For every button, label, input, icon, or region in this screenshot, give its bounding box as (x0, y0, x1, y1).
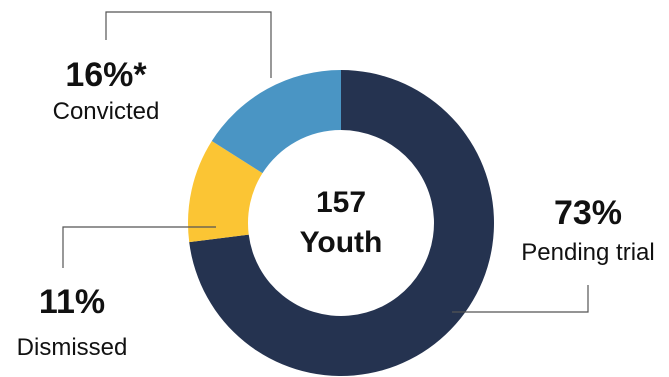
donut-slices (188, 69, 494, 376)
center-unit: Youth (300, 226, 383, 259)
leader-line-convicted (105, 11, 272, 78)
slice-pending-trial (189, 70, 494, 376)
slice-dismissed (188, 141, 263, 243)
pending-label: Pending trial (521, 239, 654, 266)
convicted-percent-label: 16%* (65, 56, 147, 94)
center-total: 157 (316, 186, 366, 219)
dismissed-percent-label: 11% (39, 283, 105, 321)
leader-line-dismissed (62, 226, 216, 268)
dismissed-label: Dismissed (17, 334, 128, 361)
pending-percent-label: 73% (554, 194, 622, 232)
slice-convicted (211, 69, 341, 174)
convicted-label: Convicted (53, 98, 160, 125)
leader-line-pending (452, 285, 589, 313)
